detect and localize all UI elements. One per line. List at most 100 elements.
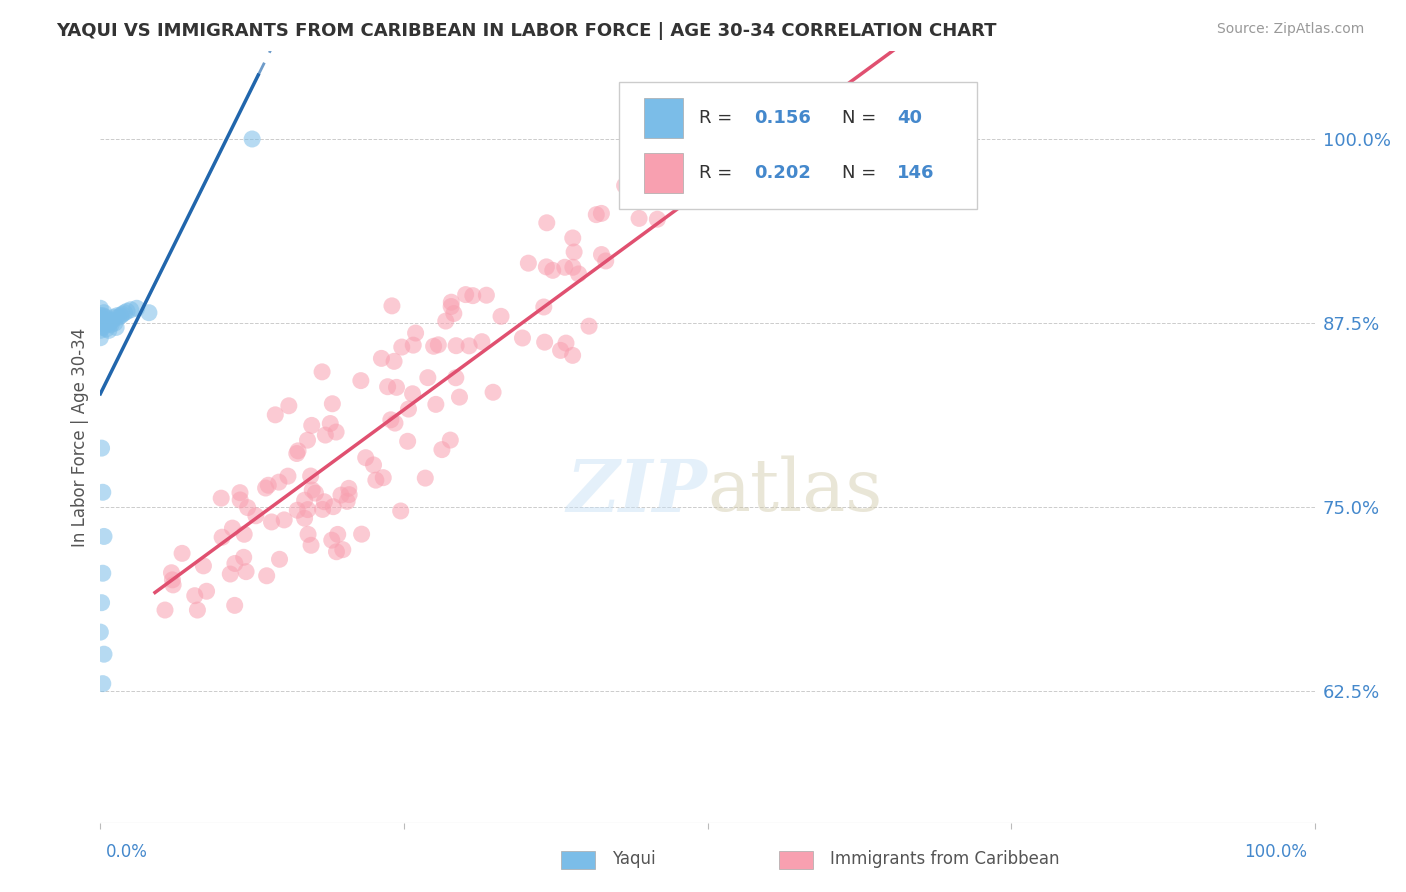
- Point: [91, 485, 114, 500]
- Point: [449, 390, 471, 404]
- Point: [768, 117, 790, 131]
- Point: [555, 336, 578, 351]
- Point: [256, 568, 278, 582]
- Point: [647, 212, 669, 227]
- Point: [668, 186, 690, 200]
- Text: Immigrants from Caribbean: Immigrants from Caribbean: [830, 850, 1059, 868]
- Point: [100, 318, 122, 332]
- Point: [91, 566, 114, 581]
- Point: [430, 442, 453, 457]
- Point: [236, 500, 259, 515]
- Point: [269, 552, 291, 566]
- Point: [377, 380, 399, 394]
- Point: [561, 231, 583, 245]
- Point: [260, 515, 283, 529]
- Point: [865, 117, 887, 131]
- Text: 146: 146: [897, 164, 935, 182]
- Point: [94, 310, 117, 325]
- Point: [413, 471, 436, 485]
- Text: R =: R =: [699, 164, 738, 182]
- Point: [294, 493, 316, 508]
- Text: 0.156: 0.156: [754, 109, 810, 127]
- Point: [273, 513, 295, 527]
- Text: 40: 40: [897, 109, 922, 127]
- Point: [591, 247, 613, 261]
- Point: [101, 313, 124, 327]
- Point: [90, 441, 112, 455]
- Point: [517, 256, 540, 270]
- Point: [780, 117, 803, 131]
- Point: [425, 397, 447, 411]
- Point: [536, 260, 558, 274]
- Point: [224, 599, 246, 613]
- Point: [416, 370, 439, 384]
- Point: [364, 473, 387, 487]
- Point: [235, 565, 257, 579]
- Point: [287, 443, 309, 458]
- Point: [211, 530, 233, 544]
- Point: [585, 208, 607, 222]
- Point: [533, 300, 555, 314]
- Point: [91, 320, 114, 334]
- Text: Yaqui: Yaqui: [612, 850, 655, 868]
- Point: [613, 178, 636, 193]
- Point: [536, 216, 558, 230]
- Point: [193, 558, 215, 573]
- Point: [311, 502, 333, 516]
- Point: [186, 603, 208, 617]
- Point: [264, 408, 287, 422]
- Point: [471, 334, 494, 349]
- Point: [304, 486, 326, 500]
- Point: [321, 397, 343, 411]
- Point: [533, 335, 555, 350]
- Point: [91, 309, 114, 323]
- Point: [384, 416, 406, 430]
- Point: [337, 488, 360, 502]
- Point: [233, 527, 256, 541]
- Point: [434, 314, 457, 328]
- Point: [785, 117, 807, 131]
- Point: [865, 117, 887, 131]
- Point: [759, 117, 782, 131]
- Point: [337, 481, 360, 495]
- Point: [336, 494, 359, 508]
- Point: [219, 567, 242, 582]
- Point: [776, 117, 799, 131]
- Point: [240, 132, 263, 146]
- Point: [422, 339, 444, 353]
- Point: [322, 500, 344, 514]
- Point: [568, 267, 591, 281]
- Point: [153, 603, 176, 617]
- Point: [232, 550, 254, 565]
- Point: [325, 425, 347, 439]
- Text: atlas: atlas: [707, 456, 883, 526]
- Point: [89, 625, 111, 640]
- Point: [105, 320, 128, 334]
- Point: [125, 301, 148, 316]
- Point: [162, 573, 184, 587]
- Point: [330, 488, 353, 502]
- Point: [184, 589, 207, 603]
- Point: [440, 295, 463, 310]
- Point: [209, 491, 232, 505]
- Point: [541, 263, 564, 277]
- Point: [103, 310, 125, 325]
- Point: [97, 323, 120, 337]
- Point: [363, 458, 385, 472]
- Point: [846, 117, 869, 131]
- Point: [299, 538, 322, 552]
- Point: [311, 365, 333, 379]
- Text: N =: N =: [842, 109, 883, 127]
- Point: [591, 206, 613, 220]
- Point: [370, 351, 392, 366]
- Point: [90, 316, 112, 330]
- Point: [221, 521, 243, 535]
- Text: 100.0%: 100.0%: [1244, 843, 1308, 861]
- Point: [96, 322, 118, 336]
- Point: [402, 338, 425, 352]
- Point: [319, 417, 342, 431]
- Point: [314, 495, 336, 509]
- Point: [748, 125, 770, 139]
- Point: [104, 316, 127, 330]
- Point: [91, 676, 114, 690]
